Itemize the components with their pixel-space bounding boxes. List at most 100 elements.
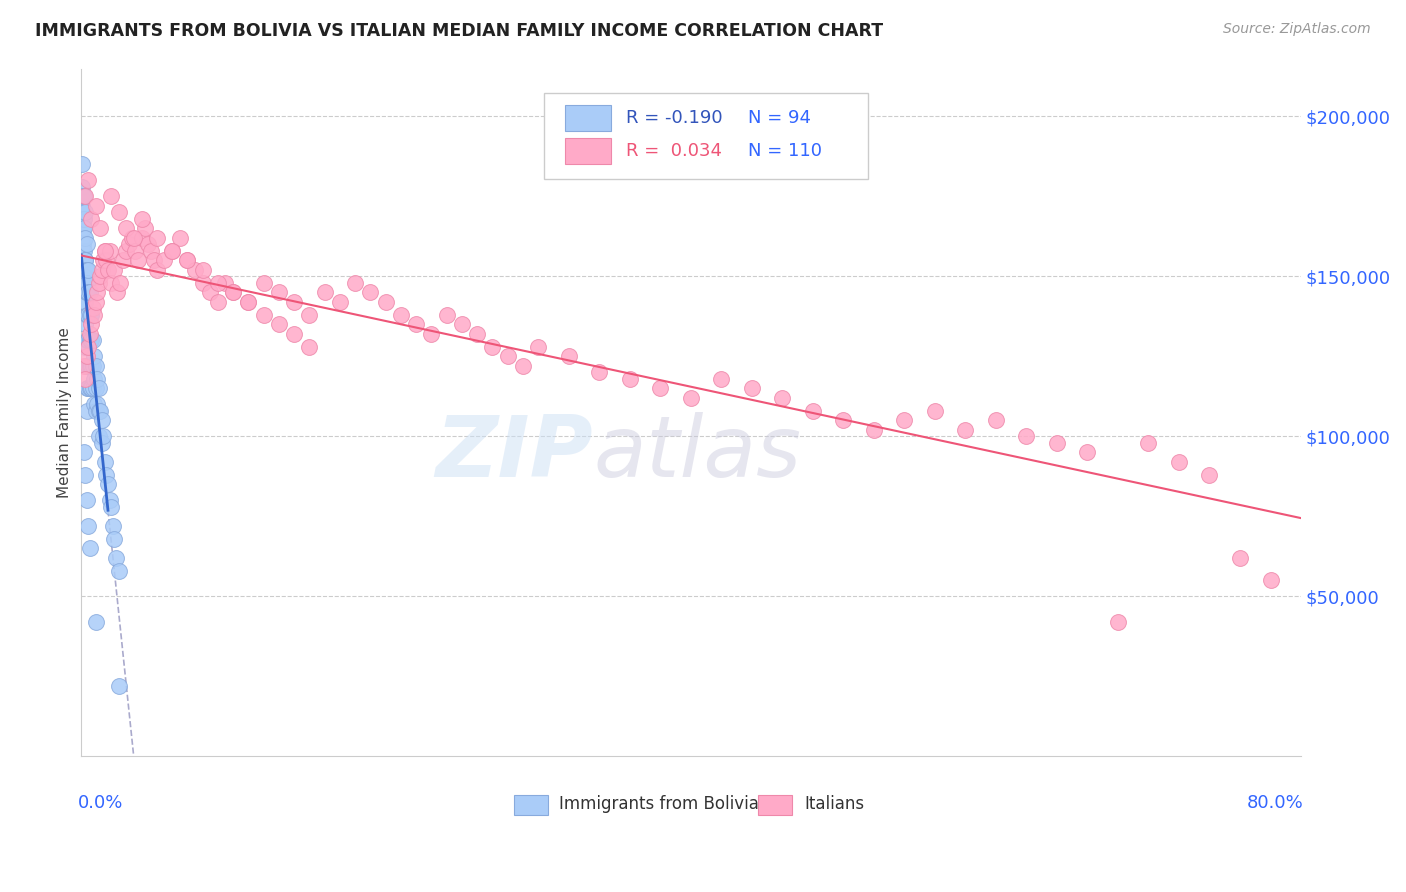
Point: [160, 244, 183, 258]
Point: [298, 340, 321, 354]
Point: [298, 308, 321, 322]
Point: [710, 372, 733, 386]
Point: [80, 318, 103, 332]
Point: [84, 295, 107, 310]
Point: [405, 318, 427, 332]
Point: [96, 467, 118, 482]
Point: [75, 253, 97, 268]
Point: [76, 237, 98, 252]
Point: [1137, 435, 1160, 450]
Point: [82, 381, 104, 395]
Point: [344, 276, 367, 290]
Point: [72, 244, 94, 258]
Point: [98, 493, 121, 508]
Point: [75, 295, 97, 310]
Point: [70, 189, 93, 203]
Point: [104, 550, 127, 565]
Point: [191, 276, 214, 290]
Point: [77, 519, 100, 533]
Point: [103, 263, 125, 277]
Text: N = 110: N = 110: [748, 142, 823, 160]
Point: [146, 231, 169, 245]
Point: [72, 359, 94, 373]
Point: [118, 237, 141, 252]
Point: [75, 372, 97, 386]
Point: [79, 326, 101, 341]
Bar: [758, 796, 792, 814]
Text: 0.0%: 0.0%: [79, 794, 124, 812]
Point: [1260, 574, 1282, 588]
Point: [801, 403, 824, 417]
Point: [94, 455, 117, 469]
Point: [83, 350, 105, 364]
Point: [1168, 455, 1191, 469]
Point: [89, 221, 111, 235]
Point: [90, 413, 112, 427]
Point: [893, 413, 915, 427]
Point: [134, 221, 156, 235]
Point: [79, 381, 101, 395]
Point: [122, 231, 145, 245]
Point: [77, 340, 100, 354]
Point: [115, 221, 138, 235]
Point: [77, 359, 100, 373]
Point: [76, 381, 98, 395]
Point: [76, 334, 98, 348]
Point: [75, 263, 97, 277]
Point: [76, 359, 98, 373]
Point: [107, 679, 129, 693]
Point: [70, 231, 93, 245]
Point: [83, 397, 105, 411]
Point: [77, 263, 100, 277]
Point: [75, 285, 97, 300]
Point: [93, 253, 115, 268]
Point: [80, 381, 103, 395]
Text: atlas: atlas: [593, 412, 801, 495]
Point: [238, 295, 260, 310]
Point: [770, 391, 793, 405]
Point: [97, 263, 120, 277]
Point: [70, 205, 93, 219]
Text: IMMIGRANTS FROM BOLIVIA VS ITALIAN MEDIAN FAMILY INCOME CORRELATION CHART: IMMIGRANTS FROM BOLIVIA VS ITALIAN MEDIA…: [35, 22, 883, 40]
Point: [222, 285, 245, 300]
Point: [267, 285, 290, 300]
Point: [436, 308, 458, 322]
Point: [73, 269, 96, 284]
Point: [89, 269, 111, 284]
Text: N = 94: N = 94: [748, 109, 811, 127]
Point: [70, 157, 93, 171]
Point: [72, 231, 94, 245]
Point: [832, 413, 855, 427]
Point: [105, 285, 128, 300]
Text: Italians: Italians: [804, 796, 865, 814]
Point: [72, 253, 94, 268]
Point: [72, 211, 94, 226]
Point: [75, 231, 97, 245]
Point: [98, 244, 121, 258]
Point: [142, 253, 165, 268]
Bar: [565, 105, 612, 131]
Point: [80, 211, 103, 226]
Point: [176, 253, 198, 268]
Point: [1015, 429, 1038, 443]
Point: [465, 326, 488, 341]
Point: [80, 359, 103, 373]
Point: [72, 199, 94, 213]
Point: [73, 244, 96, 258]
Point: [86, 397, 108, 411]
Point: [77, 308, 100, 322]
Point: [84, 615, 107, 629]
Point: [1198, 467, 1220, 482]
Point: [72, 445, 94, 459]
Point: [252, 276, 274, 290]
Point: [207, 295, 229, 310]
Point: [72, 221, 94, 235]
Point: [72, 211, 94, 226]
Point: [75, 276, 97, 290]
Point: [741, 381, 763, 395]
Point: [80, 334, 103, 348]
Point: [108, 276, 131, 290]
Point: [77, 285, 100, 300]
Point: [75, 276, 97, 290]
Point: [76, 403, 98, 417]
